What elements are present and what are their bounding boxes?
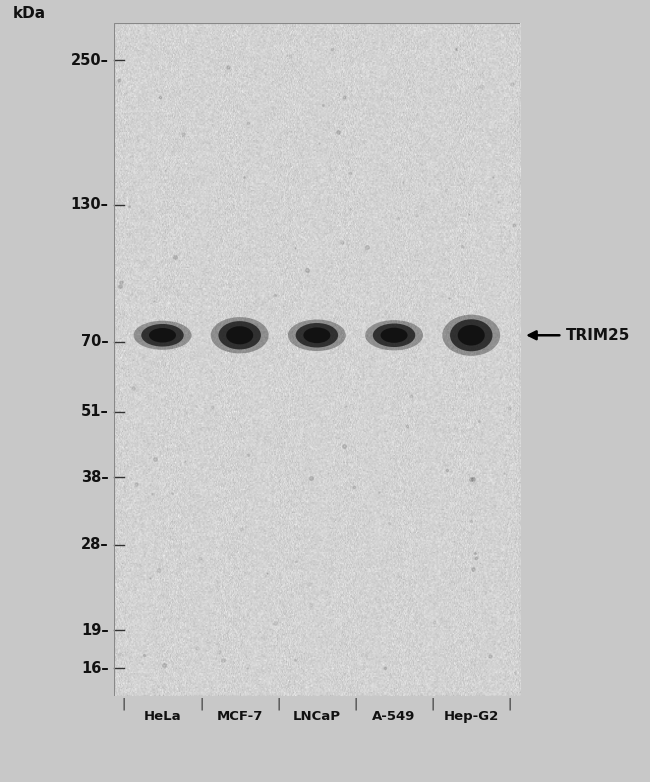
Ellipse shape	[133, 321, 192, 350]
Ellipse shape	[450, 319, 493, 351]
Ellipse shape	[218, 321, 261, 350]
Ellipse shape	[365, 320, 423, 350]
Text: 38–: 38–	[81, 469, 109, 485]
Text: 16–: 16–	[81, 661, 109, 676]
Ellipse shape	[141, 324, 184, 346]
Text: |: |	[430, 698, 435, 711]
Text: |: |	[354, 698, 358, 711]
Text: |: |	[199, 698, 203, 711]
Ellipse shape	[304, 328, 330, 343]
Text: 19–: 19–	[81, 622, 109, 638]
Text: |: |	[122, 698, 126, 711]
Ellipse shape	[288, 320, 346, 351]
Text: 28–: 28–	[81, 537, 109, 552]
Ellipse shape	[296, 323, 338, 347]
Text: 250–: 250–	[71, 52, 109, 68]
Text: Hep-G2: Hep-G2	[444, 710, 499, 723]
Text: 51–: 51–	[81, 404, 109, 419]
Text: MCF-7: MCF-7	[216, 710, 263, 723]
Text: kDa: kDa	[13, 6, 46, 21]
Text: |: |	[508, 698, 512, 711]
Ellipse shape	[211, 317, 268, 353]
Ellipse shape	[149, 328, 176, 343]
Text: 130–: 130–	[71, 197, 109, 213]
Text: |: |	[276, 698, 280, 711]
Ellipse shape	[442, 314, 501, 356]
Ellipse shape	[373, 324, 415, 347]
Ellipse shape	[380, 328, 408, 343]
Text: 70–: 70–	[81, 335, 109, 350]
Text: HeLa: HeLa	[144, 710, 181, 723]
Text: A-549: A-549	[372, 710, 416, 723]
Ellipse shape	[458, 325, 485, 346]
Text: TRIM25: TRIM25	[566, 328, 630, 343]
Text: LNCaP: LNCaP	[293, 710, 341, 723]
Ellipse shape	[226, 326, 254, 344]
